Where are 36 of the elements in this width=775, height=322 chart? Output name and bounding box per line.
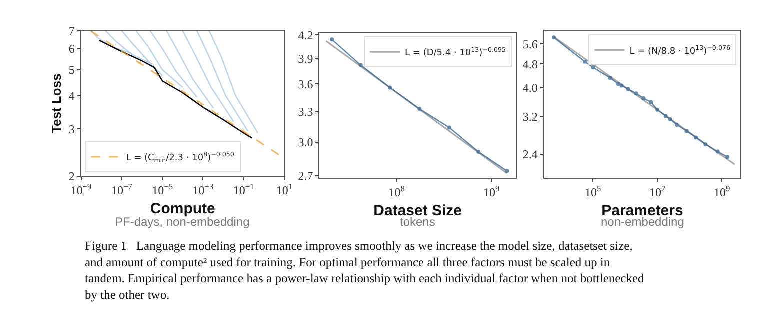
caption: Figure 1 Language modeling performance improves smoothly as we increase the model size, datasetset size, and amount of compute² used for training. For optimal performance all three factors must be scaled up in tandem. Empirical performance has a power-law relationship with each individual factor when not bottlenecked by the other two. bbox=[85, 239, 646, 302]
legend-label: L = (C$_{min}$/2.3 · 10$^{8}$)$^{−0.050}$ bbox=[126, 152, 234, 164]
y-tick-label: 5 bbox=[68, 63, 75, 78]
y-tick-label: 3.0 bbox=[298, 135, 314, 150]
y-tick-label: 3.2 bbox=[522, 110, 538, 124]
y-tick-label: 7 bbox=[68, 24, 75, 38]
x-tick-label: 10$^{9}$ bbox=[714, 184, 730, 200]
x-tick-label: 10$^{5}$ bbox=[585, 184, 602, 200]
text: tokens bbox=[400, 215, 436, 229]
y-tick-label: 2.4 bbox=[522, 148, 538, 162]
legend-label: L = (D/5.4 · 10$^{13}$)$^{−0.095}$ bbox=[405, 46, 506, 59]
y-tick-label: 5.6 bbox=[522, 37, 538, 52]
y-tick-label: 4.0 bbox=[522, 81, 538, 96]
x-tick-label: 10$^{8}$ bbox=[388, 184, 405, 200]
y-tick-label: 4.2 bbox=[298, 28, 314, 42]
text: non-embedding bbox=[601, 215, 684, 229]
y-tick-label: 3.6 bbox=[298, 77, 314, 92]
x-tick-label: 10$^{−3}$ bbox=[192, 182, 214, 198]
y-tick-label: 2 bbox=[68, 170, 75, 184]
x-tick-label: 10$^{7}$ bbox=[649, 184, 666, 200]
y-tick-label: 3.9 bbox=[298, 52, 314, 66]
y-tick-label: 3.3 bbox=[298, 105, 314, 120]
x-tick-label: 10$^{−7}$ bbox=[111, 182, 132, 198]
legend-label: L = (N/8.8 · 10$^{13}$)$^{−0.076}$ bbox=[630, 44, 730, 57]
y-axis-title: Test Loss bbox=[48, 74, 64, 134]
y-tick-label: 3 bbox=[68, 122, 75, 136]
x-tick-label: 10$^{−1}$ bbox=[233, 182, 254, 198]
y-tick-label: 6 bbox=[68, 42, 75, 56]
x-axis-title: Compute bbox=[150, 200, 216, 218]
y-tick-label: 4 bbox=[68, 89, 75, 104]
x-tick-label: 10$^{−5}$ bbox=[152, 182, 174, 198]
y-tick-label: 2.7 bbox=[298, 169, 314, 184]
x-tick-label: 10$^{9}$ bbox=[483, 184, 500, 200]
x-tick-label: 10$^{1}$ bbox=[276, 182, 293, 198]
y-tick-label: 4.8 bbox=[522, 57, 538, 72]
x-tick-label: 10$^{−9}$ bbox=[70, 182, 92, 198]
